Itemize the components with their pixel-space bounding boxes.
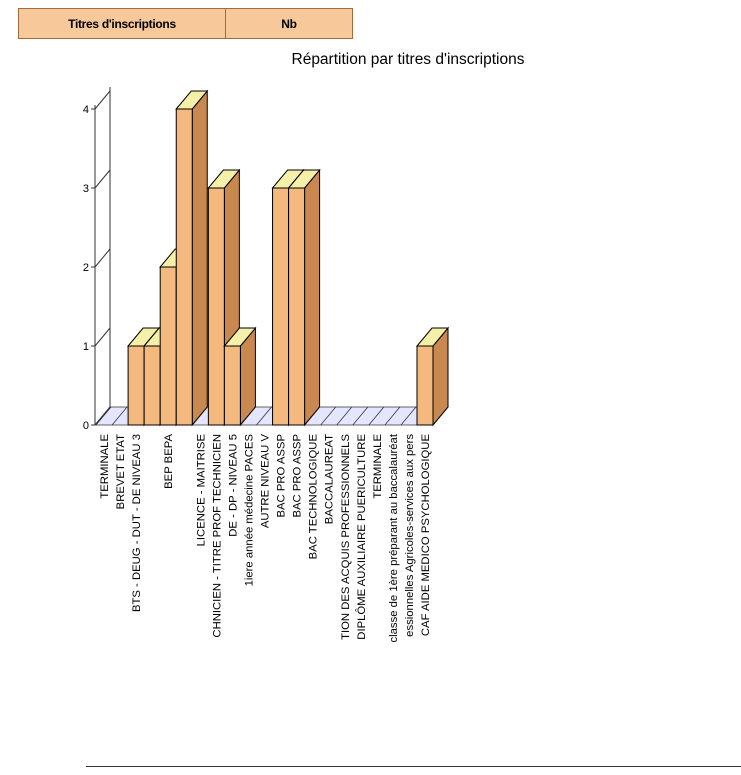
y-tick-mark: [94, 169, 111, 189]
floor-divider: [368, 406, 385, 426]
x-tick-label: TION DES ACQUIS PROFESSIONNELS: [340, 434, 352, 640]
floor-divider: [384, 406, 401, 426]
x-tick-label: BEP BEPA: [163, 434, 175, 489]
x-tick-label: classe de 1ère préparant au baccalauréat: [388, 433, 400, 642]
floor-divider: [336, 406, 353, 426]
x-tick-label: DIPLÔME AUXILIAIRE PUERICULTURE: [355, 434, 368, 640]
x-tick-labels: TERMINALE BREVET ETAT BTS - DEUG - DUT - D…: [99, 433, 432, 642]
header-col-nb: Nb: [226, 9, 352, 38]
x-tick-label: BAC TECHNOLOGIQUE: [308, 434, 320, 560]
bar-side: [304, 168, 321, 427]
chart-bars: [127, 89, 450, 427]
x-tick-label: LICENCE - MAITRISE: [195, 434, 207, 547]
x-tick-label: CHNICIEN - TITRE PROF TECHNICIEN: [211, 434, 223, 638]
x-tick-label: 1iere année médecine PACES: [243, 434, 255, 587]
floor-divider: [400, 406, 417, 426]
x-tick-label: BACCALAUREAT: [324, 434, 336, 524]
bar-front: [159, 266, 177, 426]
header-table: Titres d'inscriptions Nb: [18, 8, 353, 39]
bar-front: [207, 187, 225, 426]
y-tick-label: 2: [83, 262, 89, 274]
bar-front: [127, 345, 145, 426]
x-tick-label: CAF AIDE MEDICO PSYCHOLOGIQUE: [420, 434, 432, 637]
y-tick-label: 4: [83, 104, 89, 116]
bar-front: [143, 345, 161, 426]
floor-divider: [111, 406, 128, 426]
floor-divider: [352, 406, 369, 426]
y-tick-label: 1: [83, 341, 89, 353]
y-tick-mark: [94, 90, 111, 110]
y-tick-mark: [94, 327, 111, 347]
bar: [175, 89, 209, 427]
floor-divider: [256, 406, 272, 426]
chart-title: Répartition par titres d'inscriptions: [292, 51, 525, 68]
bar-front: [175, 108, 193, 426]
x-tick-label: essionnelles Agricoles-services aux pers: [404, 434, 416, 637]
x-tick-label: BAC PRO ASSP: [292, 434, 304, 518]
bottom-rule: [86, 766, 741, 767]
x-tick-label: DE - DP - NIVEAU 5: [227, 434, 239, 537]
bar-front: [288, 187, 306, 426]
floor-divider: [320, 406, 337, 426]
y-tick-label: 0: [83, 420, 89, 432]
x-tick-label: BAC PRO ASSP: [276, 434, 288, 518]
floor-divider: [95, 406, 112, 426]
bar: [223, 326, 257, 427]
bar-front: [223, 345, 241, 426]
x-tick-label: BREVET ETAT: [115, 434, 127, 509]
header-col-titres: Titres d'inscriptions: [19, 9, 226, 38]
bar-front: [272, 187, 290, 426]
bar-front: [416, 345, 434, 426]
y-tick-mark: [94, 406, 111, 426]
bar-side: [191, 89, 208, 427]
bar: [287, 168, 321, 427]
x-tick-label: BTS - DEUG - DUT - DE NIVEAU 3: [131, 434, 143, 612]
x-tick-label: AUTRE NIVEAU V: [260, 434, 272, 529]
x-tick-label: TERMINALE: [99, 434, 111, 499]
bar: [415, 326, 450, 427]
y-tick-mark: [94, 248, 111, 268]
x-tick-label: TERMINALE: [372, 434, 384, 499]
y-tick-label: 3: [83, 183, 89, 195]
